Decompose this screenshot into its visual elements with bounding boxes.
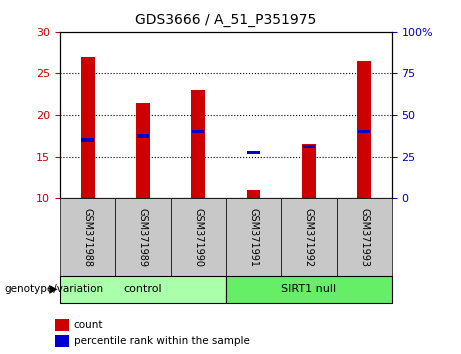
Bar [136, 134, 149, 137]
Text: control: control [124, 284, 162, 295]
Bar [136, 103, 150, 198]
Text: GSM371993: GSM371993 [359, 208, 369, 267]
Text: GSM371991: GSM371991 [248, 208, 259, 267]
Bar [171, 198, 226, 276]
Text: GSM371990: GSM371990 [193, 208, 203, 267]
Bar [60, 276, 226, 303]
Text: GSM371992: GSM371992 [304, 207, 314, 267]
Bar [191, 90, 205, 198]
Title: GDS3666 / A_51_P351975: GDS3666 / A_51_P351975 [135, 13, 317, 27]
Bar [247, 190, 260, 198]
Polygon shape [49, 285, 58, 294]
Bar [358, 130, 370, 133]
Bar [302, 145, 315, 148]
Text: GSM371989: GSM371989 [138, 208, 148, 267]
Text: genotype/variation: genotype/variation [5, 284, 104, 295]
Text: percentile rank within the sample: percentile rank within the sample [74, 336, 250, 346]
Bar [192, 130, 204, 133]
Bar [115, 198, 171, 276]
Bar [302, 144, 316, 198]
Bar [226, 276, 392, 303]
Bar [337, 198, 392, 276]
Text: SIRT1 null: SIRT1 null [281, 284, 337, 295]
Bar [81, 57, 95, 198]
Bar [357, 61, 371, 198]
Bar [81, 138, 94, 142]
Bar [60, 198, 115, 276]
Bar [247, 151, 260, 154]
Text: count: count [74, 320, 103, 330]
Bar [281, 198, 337, 276]
Text: GSM371988: GSM371988 [83, 208, 93, 267]
Bar [226, 198, 281, 276]
